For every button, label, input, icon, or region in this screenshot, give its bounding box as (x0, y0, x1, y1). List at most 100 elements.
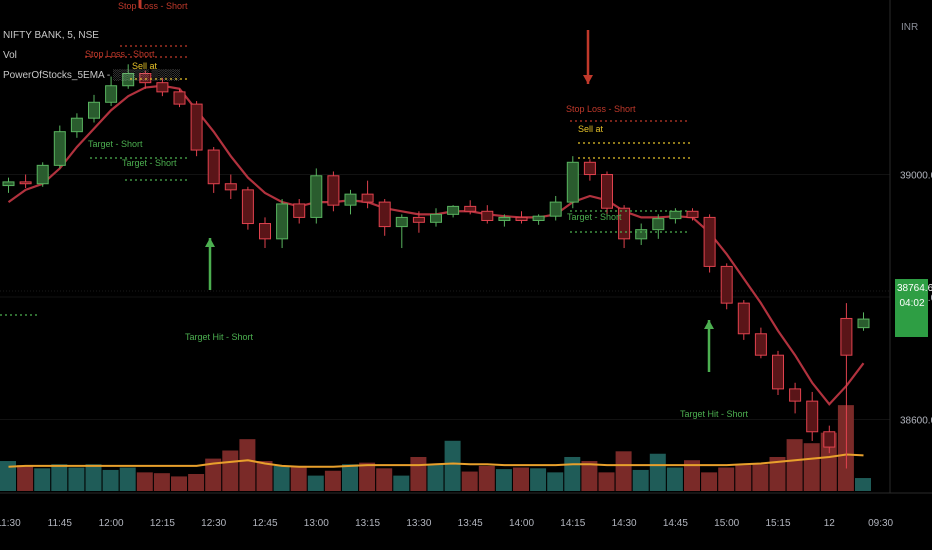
candle-body (618, 207, 631, 240)
candle-body (635, 229, 648, 240)
volume-bar (786, 439, 803, 491)
candle-body (515, 216, 528, 221)
volume-bar (684, 460, 700, 491)
time-tick-label: 12:15 (150, 518, 175, 529)
time-tick-label: 15:15 (765, 518, 790, 529)
volume-bar (478, 465, 495, 491)
ema-indicator-label[interactable]: PowerOfStocks_5EMA - ░░░░░ ░░░░ (3, 70, 180, 81)
candle-body (122, 72, 135, 87)
volume-bar (239, 439, 256, 491)
volume-indicator-label[interactable]: Vol (3, 50, 17, 61)
time-tick-label: 14:15 (560, 518, 585, 529)
candle-body (601, 174, 613, 209)
volume-bar (427, 464, 444, 491)
candle-body (156, 82, 169, 93)
candle-body (395, 216, 408, 228)
currency-label: INR (901, 22, 918, 33)
volume-bar (188, 473, 205, 491)
candle-body (361, 193, 374, 203)
volume-bar (769, 456, 786, 491)
candle-body (789, 388, 802, 402)
target-hit-label: Target Hit - Short (680, 409, 749, 419)
volume-bar (359, 462, 376, 491)
candle-body (686, 210, 699, 218)
price-tick-label: 38600.00 (900, 416, 932, 427)
time-tick-label: 12 (824, 518, 836, 529)
volume-bar (444, 440, 461, 491)
candle-body (19, 181, 32, 185)
volume-bar (632, 469, 649, 491)
stop-loss-label: Stop Loss - Short (566, 104, 636, 114)
volume-bar (17, 465, 34, 491)
volume-bar (615, 451, 632, 491)
candle-body (669, 210, 682, 220)
candle-body (139, 72, 152, 84)
volume-bar (495, 469, 512, 491)
volume-bar (205, 458, 222, 491)
volume-bar (666, 467, 683, 491)
candle-body (823, 431, 836, 448)
volume-bar (855, 478, 871, 491)
volume-bar (273, 465, 290, 491)
candle-body (430, 213, 442, 223)
candle-body (259, 223, 271, 240)
candle-body (88, 101, 100, 119)
volume-bar (547, 472, 564, 491)
time-tick-label: 13:15 (355, 518, 380, 529)
volume-bar (34, 468, 51, 491)
candle-body (105, 85, 118, 103)
candle-body (772, 354, 784, 390)
candle-body (583, 161, 596, 176)
target-label: Target - Short (122, 158, 177, 168)
time-tick-label: 14:00 (509, 518, 534, 529)
volume-bar (153, 473, 170, 491)
time-tick-label: 09:30 (868, 518, 893, 529)
time-tick-label: 13:30 (406, 518, 431, 529)
time-tick-label: 12:00 (99, 518, 124, 529)
volume-bar (0, 461, 16, 491)
price-axis-panel (890, 0, 932, 550)
volume-bar (735, 465, 752, 491)
candle-body (532, 215, 545, 221)
candle-body (207, 149, 220, 185)
candle-body (549, 201, 562, 217)
last-price-badge: 38764.65 04:02 (897, 281, 932, 313)
volume-bar (718, 467, 735, 491)
candle-body (2, 181, 15, 187)
candle-body (276, 203, 289, 240)
price-tick-label: 39000.00 (900, 171, 932, 182)
time-tick-label: 12:45 (252, 518, 277, 529)
volume-bar (342, 464, 358, 491)
candle-body (378, 201, 391, 228)
time-tick-label: 13:45 (458, 518, 483, 529)
volume-bar (68, 467, 85, 491)
candle-body (703, 216, 716, 267)
chart-legend: NIFTY BANK, 5, NSE Vol PowerOfStocks_5EM… (3, 26, 180, 86)
time-tick-label: 11:45 (48, 518, 73, 529)
candle-body (224, 183, 237, 191)
candle-body (36, 164, 49, 185)
candle-body (840, 317, 853, 356)
candle-body (241, 189, 254, 225)
volume-bar (290, 465, 307, 491)
candle-body (344, 193, 357, 206)
time-tick-label: 14:45 (663, 518, 688, 529)
volume-bar (530, 468, 547, 491)
volume-bar (85, 464, 102, 491)
volume-bar (136, 472, 153, 491)
candle-body (806, 400, 819, 433)
time-tick-label: 15:00 (714, 518, 739, 529)
volume-bar (410, 456, 427, 491)
last-price-value: 38764.65 (897, 283, 932, 294)
volume-bar (307, 475, 324, 491)
candle-body (464, 205, 477, 212)
volume-bar (393, 475, 410, 491)
candle-body (481, 210, 494, 221)
time-tick-label: 14:30 (612, 518, 637, 529)
time-tick-label: 11:30 (0, 518, 21, 529)
symbol-label[interactable]: NIFTY BANK, 5, NSE (3, 30, 99, 41)
candle-body (720, 265, 733, 304)
volume-bar (102, 469, 119, 491)
sell-at-label: Sell at (132, 61, 158, 71)
